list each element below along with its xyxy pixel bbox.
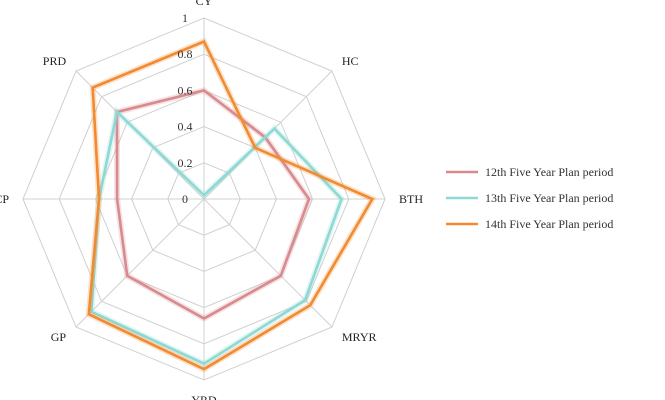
axis-label-hc: HC: [342, 54, 359, 68]
axis-label-mryr: MRYR: [342, 330, 377, 344]
tick-label-1: 0.2: [178, 156, 193, 170]
axis-spoke-5: [75, 198, 205, 328]
radar-series: [85, 37, 377, 373]
legend-label-1: 13th Five Year Plan period: [485, 191, 613, 205]
legend-label-2: 14th Five Year Plan period: [485, 217, 613, 231]
axis-label-yrd: YRD: [191, 393, 217, 400]
series-line-2: [87, 39, 375, 371]
radar-labels: 0 0.2 0.4 0.6 0.8 1 CY HC BTH MRYR YRD GP CP PRD: [0, 0, 423, 400]
tick-label-5: 1: [182, 11, 188, 25]
tick-label-3: 0.6: [178, 83, 193, 97]
series-line-1: [90, 109, 344, 366]
series-shadow-0: [113, 87, 313, 322]
legend: 12th Five Year Plan period 13th Five Year…: [446, 165, 613, 231]
axis-label-gp: GP: [51, 330, 67, 344]
axis-label-cp: CP: [0, 192, 9, 206]
tick-label-2: 0.4: [178, 120, 193, 134]
axis-label-prd: PRD: [43, 54, 67, 68]
tick-label-0: 0: [182, 192, 188, 206]
series-shadow-1: [88, 106, 346, 368]
series-shadow-2: [85, 37, 377, 373]
legend-label-0: 12th Five Year Plan period: [485, 165, 613, 179]
axis-label-cy: CY: [196, 0, 213, 8]
axis-label-bth: BTH: [399, 192, 423, 206]
tick-label-4: 0.8: [178, 47, 193, 61]
